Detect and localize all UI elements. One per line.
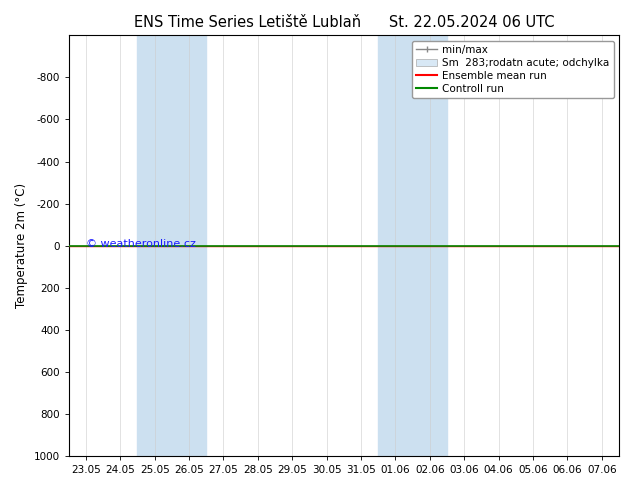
Bar [138,35,206,456]
Bar [378,35,447,456]
Y-axis label: Temperature 2m (°C): Temperature 2m (°C) [15,183,28,308]
Text: © weatheronline.cz: © weatheronline.cz [86,239,196,249]
Title: ENS Time Series Letiště Lublaň      St. 22.05.2024 06 UTC: ENS Time Series Letiště Lublaň St. 22.05… [134,15,554,30]
Legend: min/max, Sm  283;rodatn acute; odchylka, Ensemble mean run, Controll run: min/max, Sm 283;rodatn acute; odchylka, … [412,41,614,98]
